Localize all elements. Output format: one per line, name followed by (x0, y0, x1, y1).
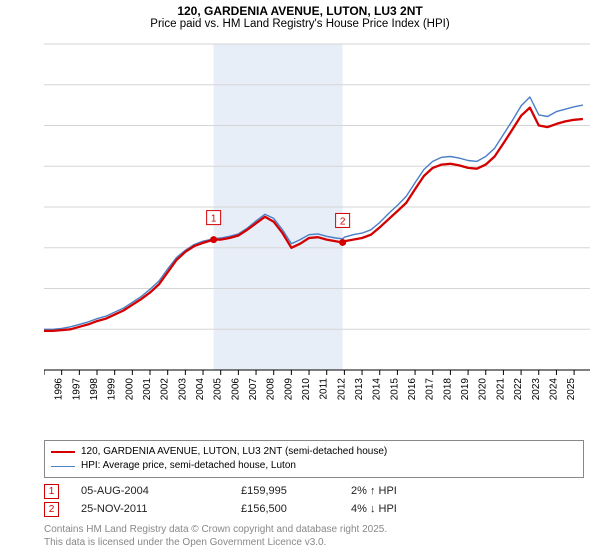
x-tick-label: 2010 (301, 378, 312, 401)
legend-swatch (51, 451, 75, 453)
x-tick-label: 2018 (442, 378, 453, 401)
x-tick-label: 2014 (372, 378, 383, 401)
legend-row: HPI: Average price, semi-detached house,… (51, 459, 577, 473)
sale-row-marker: 2 (44, 502, 59, 517)
x-tick-label: 2025 (566, 378, 577, 401)
sale-dot (210, 236, 217, 243)
x-tick-label: 1996 (54, 378, 65, 401)
footer-attribution: Contains HM Land Registry data © Crown c… (44, 524, 387, 549)
footer-line-1: Contains HM Land Registry data © Crown c… (44, 524, 387, 537)
chart-subtitle: Price paid vs. HM Land Registry's House … (0, 18, 600, 30)
legend-swatch (51, 466, 75, 467)
x-tick-label: 2004 (195, 378, 206, 401)
sale-marker-num: 1 (211, 214, 217, 225)
chart-container: 120, GARDENIA AVENUE, LUTON, LU3 2NT Pri… (0, 0, 600, 560)
x-tick-label: 1997 (71, 378, 82, 401)
legend-row: 120, GARDENIA AVENUE, LUTON, LU3 2NT (se… (51, 445, 577, 459)
x-tick-label: 2022 (513, 378, 524, 401)
legend-label: HPI: Average price, semi-detached house,… (81, 459, 296, 473)
chart-title: 120, GARDENIA AVENUE, LUTON, LU3 2NT (0, 4, 600, 18)
x-tick-label: 2017 (425, 378, 436, 401)
x-tick-label: 1998 (89, 378, 100, 401)
x-tick-label: 2020 (478, 378, 489, 401)
x-tick-label: 1995 (44, 378, 47, 401)
x-tick-label: 2007 (248, 378, 259, 401)
sale-row-price: £159,995 (241, 485, 351, 497)
x-tick-label: 2008 (266, 378, 277, 401)
sale-row-price: £156,500 (241, 503, 351, 515)
x-tick-label: 2005 (213, 378, 224, 401)
x-tick-label: 1999 (107, 378, 118, 401)
x-tick-label: 2015 (389, 378, 400, 401)
x-tick-label: 2006 (230, 378, 241, 401)
footer-line-2: This data is licensed under the Open Gov… (44, 537, 387, 550)
x-tick-label: 2021 (495, 378, 506, 401)
sale-records: 1 05-AUG-2004£159,9952% ↑ HPI 2 25-NOV-2011… (44, 482, 584, 518)
x-tick-label: 2003 (177, 378, 188, 401)
sale-row-delta: 4% ↓ HPI (351, 503, 471, 515)
x-tick-label: 2023 (531, 378, 542, 401)
x-tick-label: 2016 (407, 378, 418, 401)
sale-row-date: 05-AUG-2004 (81, 485, 241, 497)
x-tick-label: 2002 (160, 378, 171, 401)
sale-row: 2 25-NOV-2011£156,5004% ↓ HPI (44, 500, 584, 518)
sale-marker-num: 2 (340, 216, 346, 227)
x-tick-label: 2009 (283, 378, 294, 401)
line-chart: £0£50K£100K£150K£200K£250K£300K£350K£400… (44, 40, 594, 410)
title-block: 120, GARDENIA AVENUE, LUTON, LU3 2NT Pri… (0, 0, 600, 30)
x-tick-label: 2024 (548, 378, 559, 401)
x-tick-label: 2013 (354, 378, 365, 401)
x-tick-label: 2012 (336, 378, 347, 401)
x-tick-label: 2011 (319, 378, 330, 400)
sale-row-delta: 2% ↑ HPI (351, 485, 471, 497)
x-tick-label: 2001 (142, 378, 153, 401)
sale-row-date: 25-NOV-2011 (81, 503, 241, 515)
legend: 120, GARDENIA AVENUE, LUTON, LU3 2NT (se… (44, 440, 584, 478)
x-tick-label: 2000 (124, 378, 135, 401)
sale-row: 1 05-AUG-2004£159,9952% ↑ HPI (44, 482, 584, 500)
sale-row-marker: 1 (44, 484, 59, 499)
x-tick-label: 2019 (460, 378, 471, 401)
legend-label: 120, GARDENIA AVENUE, LUTON, LU3 2NT (se… (81, 445, 387, 459)
sale-dot (339, 239, 346, 246)
